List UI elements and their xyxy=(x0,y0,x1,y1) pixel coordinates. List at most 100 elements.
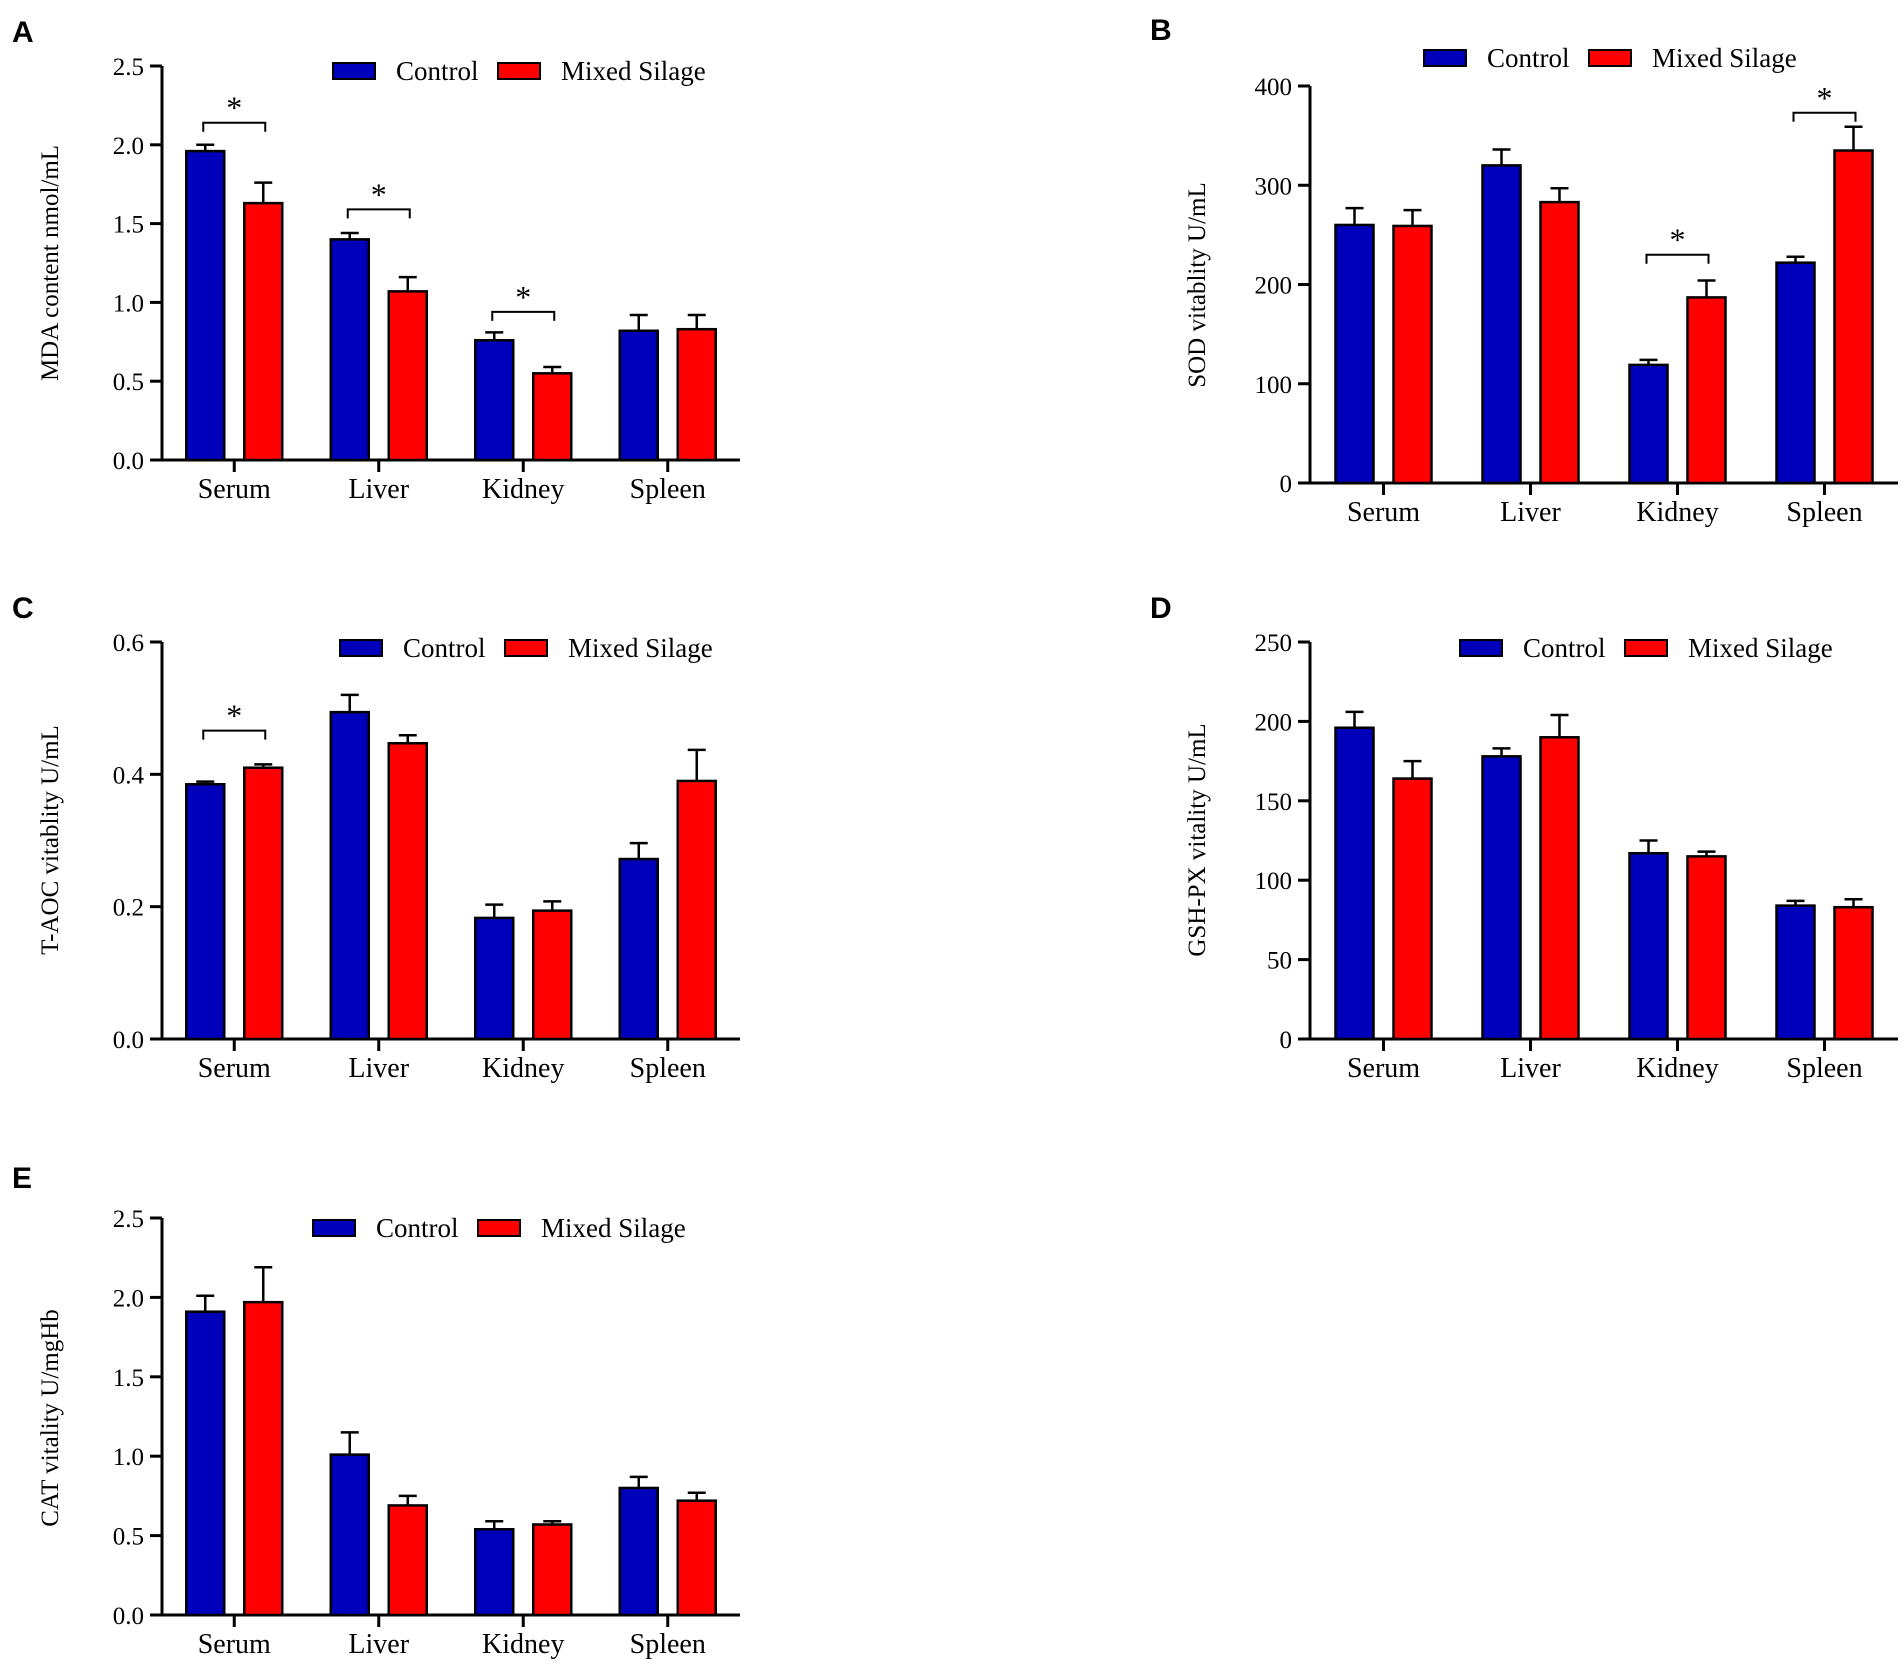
x-tick-label: Serum xyxy=(198,1629,271,1660)
bar-control xyxy=(329,1453,370,1617)
bar-control xyxy=(618,1486,659,1617)
legend-label-control: Control xyxy=(1523,633,1606,663)
bar-mixed-silage xyxy=(532,372,573,462)
y-tick-label: 0.0 xyxy=(113,1603,144,1630)
y-tick-label: 300 xyxy=(1255,173,1293,200)
x-tick-label: Liver xyxy=(1500,497,1561,528)
bar-control xyxy=(474,338,515,462)
bar-mixed-silage xyxy=(1539,200,1580,485)
bar-mixed-silage xyxy=(243,766,284,1041)
bar-control xyxy=(1334,726,1375,1041)
bar-control xyxy=(1481,755,1522,1041)
y-tick-label: 0.5 xyxy=(113,1524,144,1551)
legend-swatch-control xyxy=(332,62,376,80)
significance-bracket xyxy=(202,729,267,740)
bar-control xyxy=(329,710,370,1041)
legend-swatch-control xyxy=(1423,49,1467,67)
y-tick-label: 1.5 xyxy=(113,1365,144,1392)
bar-control xyxy=(185,783,226,1041)
bar-mixed-silage xyxy=(1686,296,1727,485)
significance-bracket xyxy=(1645,253,1710,264)
y-tick-label: 50 xyxy=(1267,948,1292,975)
y-tick-label: 100 xyxy=(1255,868,1293,895)
y-axis-label: CAT vitality U/mgHb xyxy=(37,1309,64,1527)
y-axis-label: MDA content nmol/mL xyxy=(37,145,64,381)
legend-label-mixed-silage: Mixed Silage xyxy=(1688,633,1833,663)
panel-d: D GSH-PX vitality U/mL 0 50 100 150 200 250 Seru… xyxy=(1150,592,1898,1084)
x-tick-label: Liver xyxy=(348,474,409,505)
x-tick-label: Spleen xyxy=(1786,497,1862,528)
y-tick-label: 200 xyxy=(1255,709,1293,736)
significance-bracket xyxy=(1792,111,1857,122)
panel-letter: C xyxy=(12,592,34,625)
bar-control xyxy=(474,1527,515,1617)
y-tick-label: 0 xyxy=(1280,1027,1293,1054)
y-axis-label: SOD vitablity U/mL xyxy=(1184,182,1211,388)
y-tick-label: 200 xyxy=(1255,273,1293,300)
bar-mixed-silage xyxy=(1392,777,1433,1041)
bar-mixed-silage xyxy=(532,1523,573,1617)
y-tick-label: 400 xyxy=(1255,74,1293,101)
significance-bracket xyxy=(346,208,411,219)
legend: Control Mixed Silage xyxy=(332,56,706,86)
x-tick-label: Liver xyxy=(348,1629,409,1660)
panel-letter: E xyxy=(12,1162,32,1195)
legend-swatch-control xyxy=(1459,639,1503,657)
bar-control xyxy=(618,329,659,462)
y-axis-label: T-AOC vitablity U/mL xyxy=(37,725,64,955)
x-tick-label: Kidney xyxy=(482,474,564,505)
significance-star: * xyxy=(1670,222,1686,258)
legend-swatch-mixed-silage xyxy=(497,62,541,80)
y-tick-label: 2.5 xyxy=(113,1206,144,1233)
x-tick-label: Liver xyxy=(1500,1053,1561,1084)
bar-control xyxy=(185,149,226,462)
y-tick-label: 2.5 xyxy=(113,54,144,81)
significance-star: * xyxy=(515,279,531,315)
legend-swatch-mixed-silage xyxy=(1624,639,1668,657)
bar-control xyxy=(1628,851,1669,1041)
legend-label-mixed-silage: Mixed Silage xyxy=(541,1213,686,1243)
y-tick-label: 1.0 xyxy=(113,1444,144,1471)
x-tick-label: Kidney xyxy=(482,1629,564,1660)
legend-swatch-control xyxy=(312,1219,356,1237)
y-tick-label: 0 xyxy=(1280,471,1293,498)
x-tick-label: Serum xyxy=(1347,497,1420,528)
bar-mixed-silage xyxy=(1539,736,1580,1041)
legend-label-control: Control xyxy=(396,56,479,86)
bar-mixed-silage xyxy=(1686,855,1727,1041)
panel-c: C T-AOC vitablity U/mL 0.0 0.2 0.4 0.6 Serum Li… xyxy=(12,592,740,1084)
bar-mixed-silage xyxy=(387,1504,428,1617)
bar-control xyxy=(1481,164,1522,485)
x-tick-label: Kidney xyxy=(1636,497,1718,528)
bar-control xyxy=(329,238,370,462)
significance-star: * xyxy=(226,90,242,126)
legend-label-control: Control xyxy=(1487,43,1570,73)
y-tick-label: 0.0 xyxy=(113,448,144,475)
y-tick-label: 250 xyxy=(1255,630,1293,657)
legend-label-control: Control xyxy=(376,1213,459,1243)
bar-mixed-silage xyxy=(243,201,284,462)
legend: Control Mixed Silage xyxy=(1423,43,1797,73)
bar-mixed-silage xyxy=(387,741,428,1041)
y-axis-label: GSH-PX vitality U/mL xyxy=(1184,723,1211,956)
bar-mixed-silage xyxy=(676,1499,717,1617)
legend-swatch-mixed-silage xyxy=(1588,49,1632,67)
bar-control xyxy=(474,916,515,1041)
bar-control xyxy=(1775,904,1816,1041)
panel-letter: B xyxy=(1150,14,1172,47)
bar-mixed-silage xyxy=(387,290,428,462)
x-tick-label: Kidney xyxy=(1636,1053,1718,1084)
bar-control xyxy=(1628,363,1669,485)
y-tick-label: 150 xyxy=(1255,789,1293,816)
y-tick-label: 0.4 xyxy=(113,762,145,789)
significance-star: * xyxy=(371,176,387,212)
x-tick-label: Serum xyxy=(1347,1053,1420,1084)
x-tick-label: Spleen xyxy=(630,474,706,505)
x-tick-label: Liver xyxy=(348,1053,409,1084)
bar-control xyxy=(1775,261,1816,485)
panel-b: B SOD vitablity U/mL 0 100 200 300 400 Serum Liv… xyxy=(1150,14,1898,528)
panel-e: E CAT vitality U/mgHb 0.0 0.5 1.0 1.5 2.0 2.5 Se… xyxy=(12,1162,740,1660)
y-tick-label: 2.0 xyxy=(113,1285,144,1312)
y-tick-label: 100 xyxy=(1255,372,1293,399)
bar-control xyxy=(185,1310,226,1617)
